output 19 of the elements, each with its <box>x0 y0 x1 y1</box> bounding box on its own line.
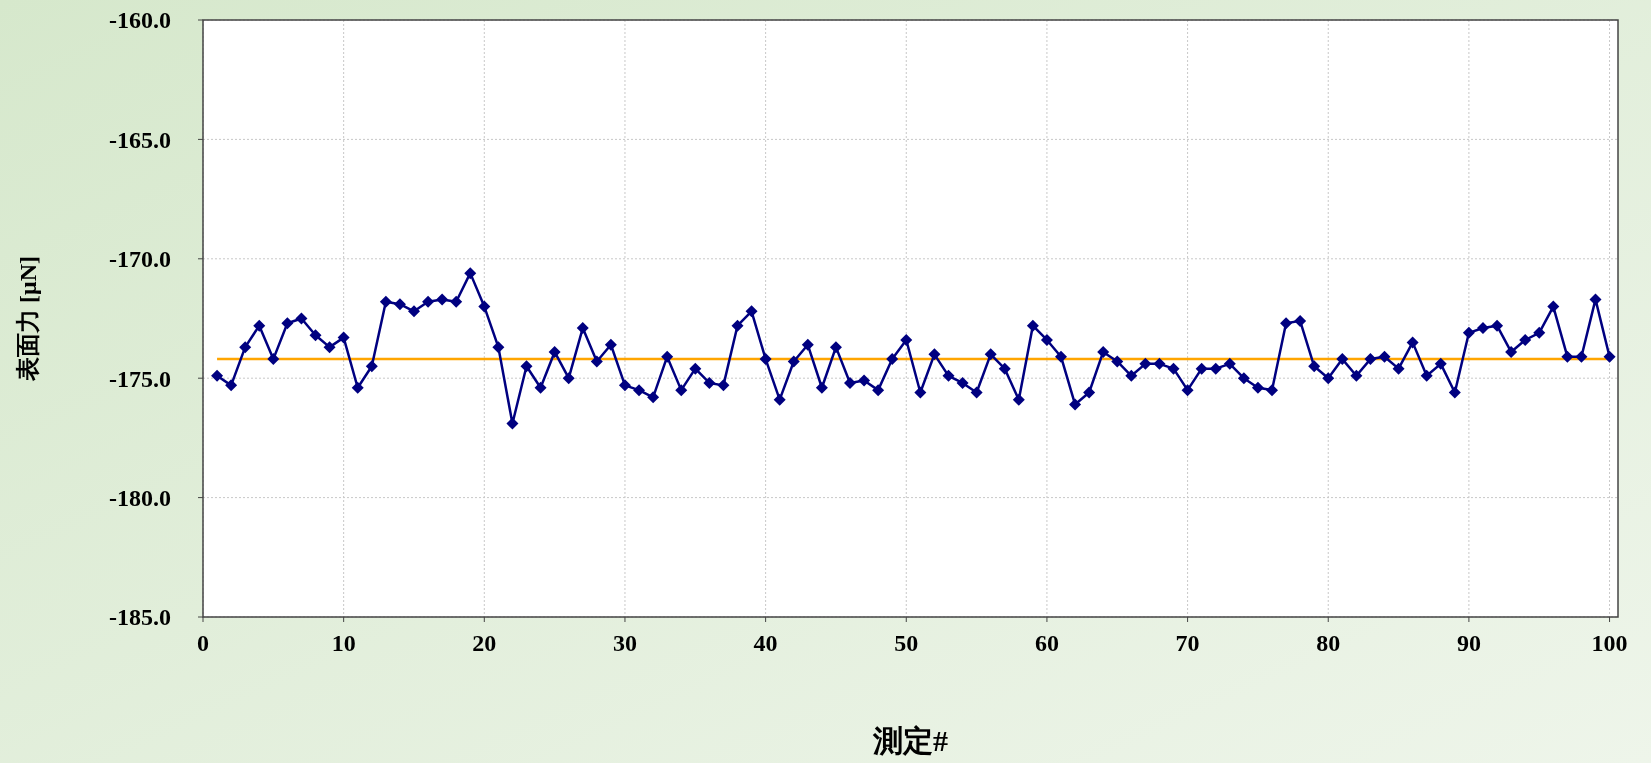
x-tick-label: 90 <box>1456 630 1481 656</box>
x-tick-label: 70 <box>1175 630 1200 656</box>
x-tick-label: 40 <box>753 630 778 656</box>
x-tick-label: 60 <box>1034 630 1059 656</box>
y-tick-label: -165.0 <box>109 126 171 153</box>
y-tick-label: -185.0 <box>109 604 171 631</box>
x-tick-label: 80 <box>1316 630 1341 656</box>
x-tick-label: 30 <box>612 630 637 656</box>
x-tick-label: 50 <box>894 630 919 656</box>
y-axis-title: 表面力 [μN] <box>15 256 41 382</box>
y-tick-label: -170.0 <box>109 246 171 273</box>
x-tick-label: 100 <box>1591 630 1628 656</box>
x-tick-label: 10 <box>331 630 356 656</box>
y-tick-label: -180.0 <box>109 485 171 511</box>
x-tick-label: 0 <box>197 630 209 656</box>
y-tick-label: -175.0 <box>109 365 171 392</box>
x-axis-title: 測定# <box>872 724 948 757</box>
x-tick-label: 20 <box>472 630 497 656</box>
y-tick-label: -160.0 <box>109 7 171 34</box>
